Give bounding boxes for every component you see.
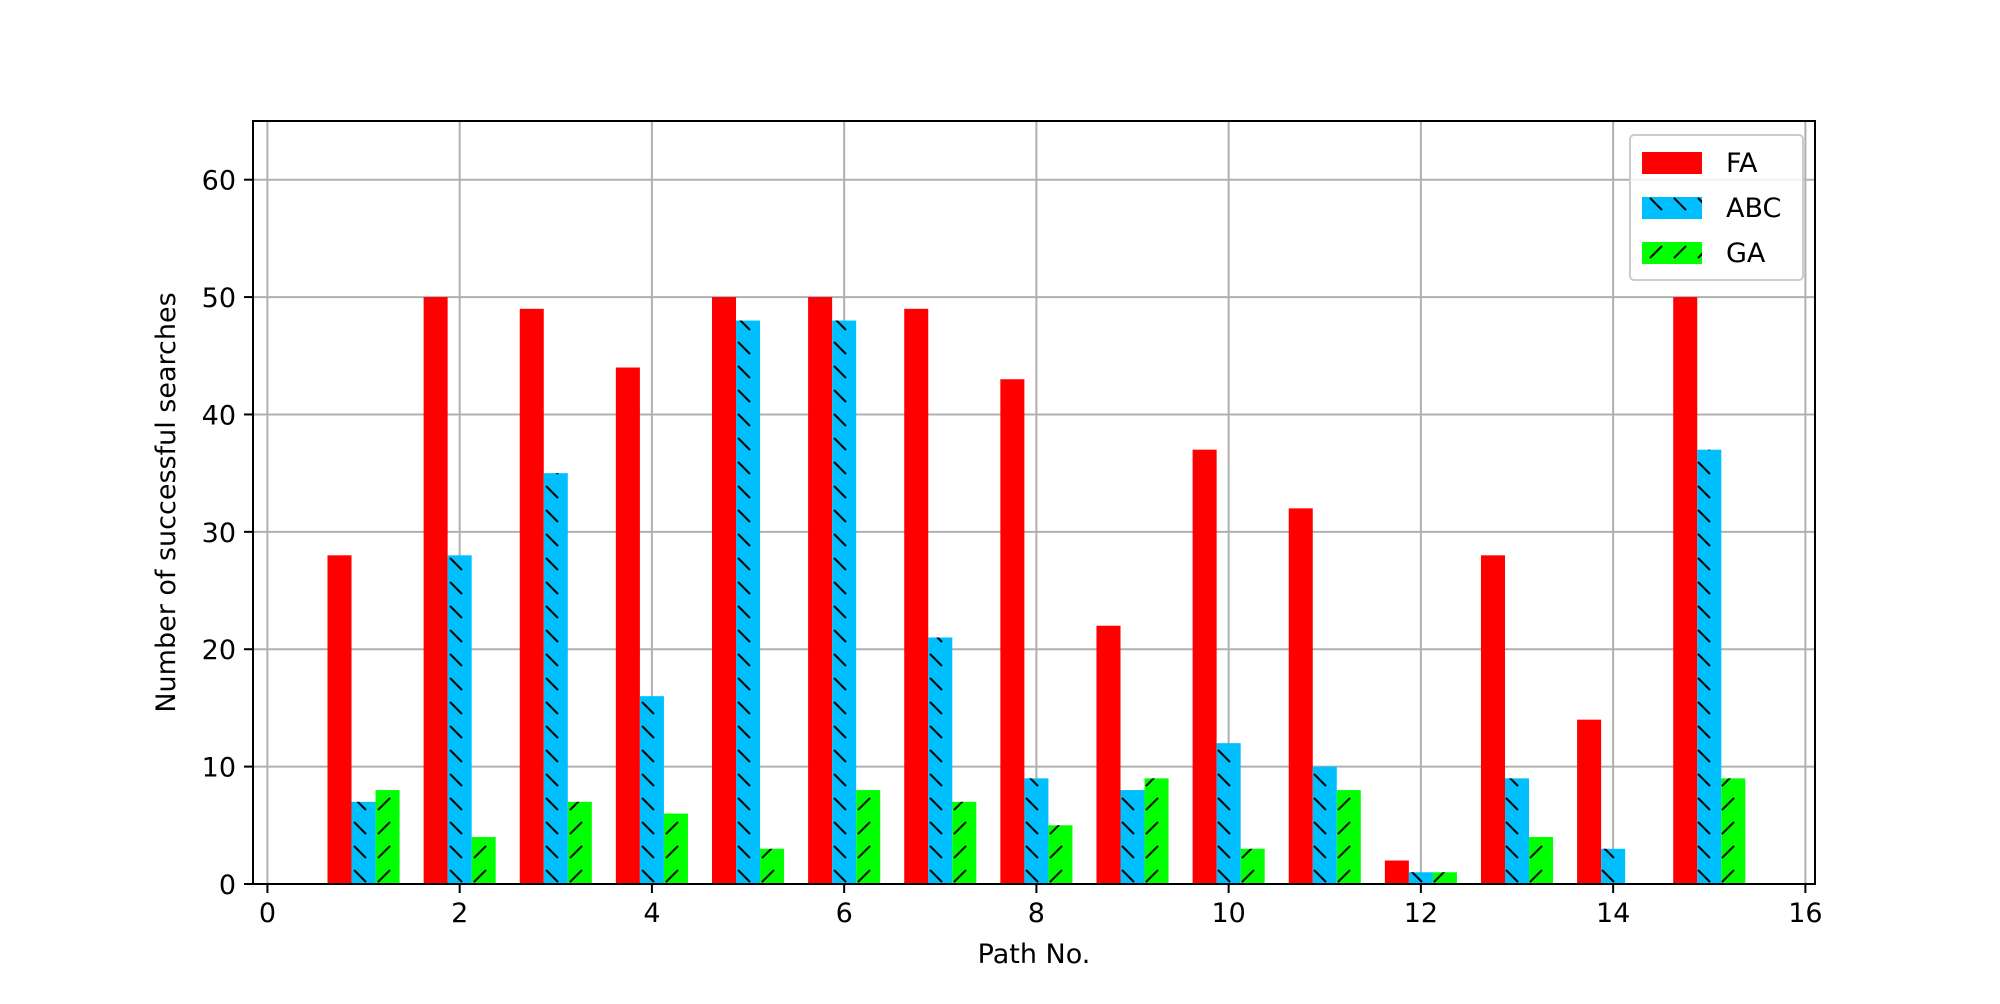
- bar-hatch-ga: [663, 813, 688, 884]
- bar-fa: [1192, 449, 1217, 884]
- bar-hatch-ga: [1144, 778, 1169, 884]
- bar-hatch-abc: [351, 801, 376, 884]
- y-tick-label: 0: [219, 870, 236, 901]
- y-tick-label: 30: [202, 518, 236, 549]
- bar-fa: [1000, 379, 1025, 884]
- y-tick-label: 50: [202, 283, 236, 314]
- bar-fa: [1480, 555, 1506, 884]
- x-tick-label: 14: [1596, 898, 1630, 929]
- tick-labels: 0 2 4 6 8 10 12 14 16 0 10 20 30 40 50 60: [202, 166, 1823, 929]
- bar-fa: [1096, 625, 1121, 884]
- bar-hatch-ga: [760, 848, 785, 884]
- plot-frame: [252, 120, 1816, 885]
- x-tick-label: 8: [1028, 898, 1045, 929]
- bar-hatch-abc: [1024, 778, 1049, 884]
- legend-label-fa: FA: [1726, 148, 1758, 179]
- legend-hatch-ga: [1642, 242, 1702, 264]
- bar-hatch-abc: [1601, 848, 1626, 884]
- x-tick-label: 2: [451, 898, 468, 929]
- legend-swatch-fa: [1642, 152, 1702, 174]
- y-tick-label: 10: [202, 753, 236, 784]
- bar-fa: [327, 555, 352, 884]
- bar-hatch-abc: [928, 637, 953, 884]
- x-tick-label: 16: [1788, 898, 1822, 929]
- bar-hatch-abc: [639, 696, 664, 884]
- x-tick-label: 4: [643, 898, 660, 929]
- bar-hatch-abc: [832, 320, 857, 884]
- x-axis-label: Path No.: [978, 939, 1091, 970]
- bar-hatch-abc: [1120, 790, 1145, 884]
- bar-hatch-abc: [1216, 743, 1241, 884]
- bar-fa: [519, 308, 544, 884]
- bar-hatch-ga: [1048, 825, 1073, 884]
- legend-label-ga: GA: [1726, 238, 1766, 269]
- bar-hatch-ga: [856, 790, 881, 884]
- x-tick-label: 6: [836, 898, 853, 929]
- x-tick-label: 10: [1211, 898, 1245, 929]
- bar-fa: [1288, 508, 1313, 884]
- bar-hatch-abc: [1312, 766, 1337, 884]
- bar-fa: [1384, 860, 1409, 884]
- bar-hatch-ga: [1529, 837, 1554, 884]
- bar-hatch-abc: [1697, 449, 1722, 884]
- bar-hatch-abc: [1505, 778, 1530, 884]
- bar-hatch-ga: [567, 801, 592, 884]
- legend: FA ABC GA: [1629, 134, 1804, 281]
- bar-fa: [423, 297, 448, 885]
- bar-hatch-ga: [1336, 790, 1361, 884]
- bar-fa: [1577, 719, 1602, 884]
- bar-hatch-abc: [1408, 872, 1433, 884]
- bar-hatch-ga: [952, 801, 977, 884]
- x-tick-label: 12: [1404, 898, 1438, 929]
- y-tick-label: 60: [202, 166, 236, 197]
- bar-hatch-abc: [447, 555, 472, 884]
- y-axis-label: Number of successful searches: [151, 292, 182, 712]
- y-tick-label: 20: [202, 635, 236, 666]
- bar-hatch-ga: [375, 790, 400, 884]
- bar-fa: [808, 297, 833, 885]
- legend-label-abc: ABC: [1726, 193, 1781, 224]
- legend-hatch-abc: [1642, 197, 1702, 219]
- bar-hatch-ga: [1721, 778, 1746, 884]
- bar-fa: [711, 297, 737, 885]
- bar-hatch-abc: [543, 473, 568, 884]
- bar-fa: [615, 367, 640, 884]
- axes: [244, 120, 1816, 893]
- y-tick-label: 40: [202, 400, 236, 431]
- bar-fa: [1673, 297, 1698, 885]
- bar-hatch-ga: [1240, 848, 1265, 884]
- x-tick-label: 0: [259, 898, 276, 929]
- bar-hatch-ga: [471, 837, 496, 884]
- bars: [327, 297, 1746, 885]
- bar-hatch-abc: [736, 320, 761, 884]
- bar-hatch-ga: [1432, 872, 1457, 884]
- bar-fa: [904, 308, 929, 884]
